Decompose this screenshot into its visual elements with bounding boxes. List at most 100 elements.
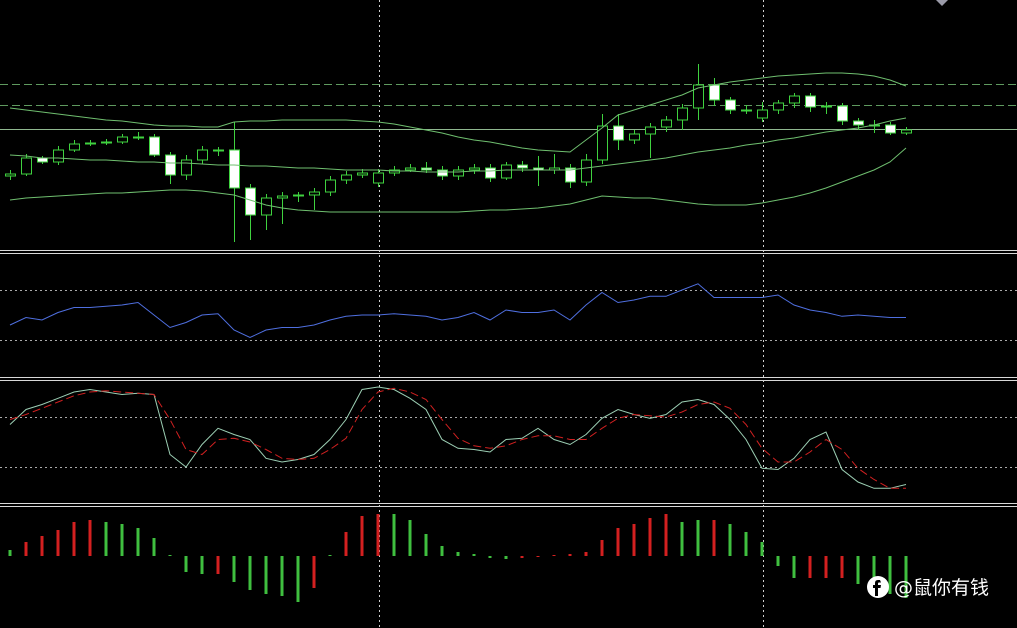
- candle-body: [757, 109, 768, 119]
- histogram-bar: [376, 514, 380, 556]
- histogram-bar: [392, 514, 396, 556]
- candle-body: [149, 136, 160, 156]
- histogram-bar: [56, 530, 60, 556]
- histogram-bar: [40, 536, 44, 556]
- candle-body: [293, 194, 304, 197]
- candle-body: [405, 167, 416, 171]
- candle-body: [37, 157, 48, 163]
- candle-body: [21, 157, 32, 175]
- indicator-line: [9, 387, 906, 489]
- histogram-bar: [456, 552, 460, 556]
- candle-body: [133, 136, 144, 139]
- histogram-bar: [472, 554, 476, 556]
- candle-body: [421, 167, 432, 171]
- histogram-bar: [552, 555, 556, 556]
- histogram-bar: [424, 534, 428, 556]
- candle-body: [517, 164, 528, 169]
- histogram-bar: [856, 556, 860, 584]
- histogram-bar: [360, 516, 364, 556]
- candle-body: [837, 105, 848, 122]
- candle-body: [693, 84, 704, 109]
- watermark-icon-mark: [873, 580, 881, 596]
- candle-body: [485, 167, 496, 179]
- band-line: [9, 117, 907, 173]
- histogram-bar: [104, 522, 108, 556]
- candle-body: [741, 109, 752, 112]
- candle-body: [677, 107, 688, 121]
- histogram-bar: [792, 556, 796, 578]
- histogram-bar: [648, 518, 652, 556]
- candle-body: [181, 159, 192, 176]
- histogram-bar: [536, 556, 540, 557]
- candle-body: [453, 169, 464, 177]
- candle-body: [805, 95, 816, 108]
- candle-body: [773, 102, 784, 111]
- histogram-bar: [632, 524, 636, 556]
- histogram-bar: [168, 555, 172, 556]
- histogram-bar: [344, 532, 348, 556]
- candle-body: [789, 95, 800, 104]
- candle-body: [357, 172, 368, 176]
- histogram-bar: [840, 556, 844, 578]
- histogram-bar: [664, 514, 668, 556]
- candle-body: [53, 149, 64, 163]
- candle-body: [645, 126, 656, 135]
- histogram-bar: [584, 552, 588, 556]
- histogram-bar: [88, 520, 92, 556]
- histogram-bar: [872, 556, 876, 590]
- candle-body: [469, 167, 480, 171]
- candle-body: [373, 172, 384, 184]
- histogram-bar: [680, 522, 684, 556]
- candle-body: [661, 119, 672, 128]
- candle-body: [197, 149, 208, 161]
- candle-body: [885, 124, 896, 134]
- histogram-bar: [504, 556, 508, 559]
- histogram-bar: [488, 556, 492, 558]
- histogram-bar: [24, 542, 28, 556]
- candle-body: [309, 191, 320, 196]
- candle-body: [85, 142, 96, 145]
- candle-body: [117, 136, 128, 143]
- histogram-bar: [712, 520, 716, 556]
- candle-body: [277, 195, 288, 199]
- panel-separators: [0, 250, 1017, 507]
- histogram-bar: [520, 556, 524, 558]
- histogram-bar: [296, 556, 300, 602]
- histogram-bar: [72, 522, 76, 556]
- histogram-bar: [888, 556, 892, 594]
- band-line: [9, 72, 907, 153]
- histogram-bar: [824, 556, 828, 578]
- histogram-bar: [600, 540, 604, 556]
- histogram-bar: [232, 556, 236, 582]
- candle-body: [101, 141, 112, 144]
- histogram-bar: [744, 532, 748, 556]
- candle-body: [437, 169, 448, 177]
- candle-body: [581, 159, 592, 183]
- candle-body: [901, 129, 912, 134]
- candle-body: [341, 174, 352, 181]
- histogram-bar: [760, 542, 764, 556]
- histogram-bar: [776, 556, 780, 566]
- candle-body: [613, 125, 624, 141]
- histogram-bar: [408, 520, 412, 556]
- histogram-bar: [152, 538, 156, 556]
- indicator-line: [9, 283, 906, 339]
- candle-body: [821, 105, 832, 108]
- indicator-line: [9, 386, 907, 489]
- histogram-bar: [8, 550, 12, 556]
- candle-body: [501, 164, 512, 179]
- candle-body: [629, 133, 640, 141]
- histogram-bar: [264, 556, 268, 594]
- histogram-bar: [440, 546, 444, 556]
- watermark-group: @鼠你有钱: [867, 576, 989, 599]
- scroll-marker: [936, 0, 948, 6]
- histogram-bar: [568, 554, 572, 556]
- histogram-bar: [184, 556, 188, 572]
- histogram-bar: [200, 556, 204, 574]
- candle-body: [261, 197, 272, 216]
- histogram-bar: [248, 556, 252, 590]
- candle-body: [5, 173, 16, 177]
